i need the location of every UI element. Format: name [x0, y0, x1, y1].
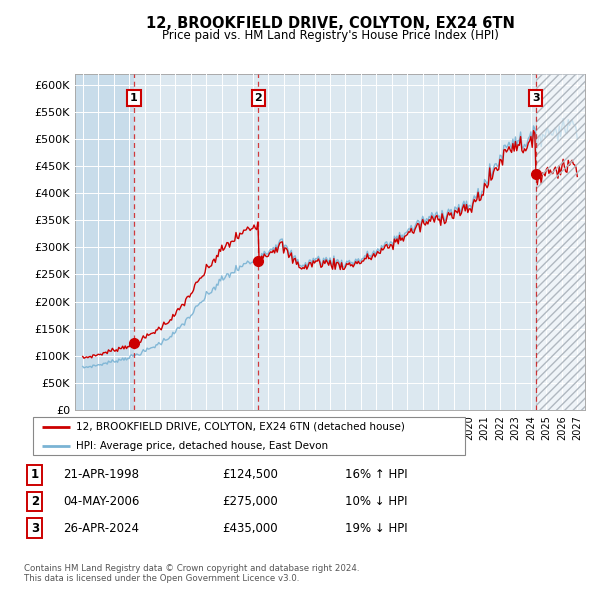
Text: £435,000: £435,000 — [222, 522, 278, 535]
Text: 1: 1 — [31, 468, 39, 481]
Text: 16% ↑ HPI: 16% ↑ HPI — [345, 468, 407, 481]
Text: 21-APR-1998: 21-APR-1998 — [63, 468, 139, 481]
Text: 19% ↓ HPI: 19% ↓ HPI — [345, 522, 407, 535]
Text: HPI: Average price, detached house, East Devon: HPI: Average price, detached house, East… — [76, 441, 328, 451]
Text: Contains HM Land Registry data © Crown copyright and database right 2024.
This d: Contains HM Land Registry data © Crown c… — [24, 563, 359, 583]
Text: 10% ↓ HPI: 10% ↓ HPI — [345, 495, 407, 508]
Bar — [75, 74, 134, 410]
Text: 2: 2 — [31, 495, 39, 508]
Text: £275,000: £275,000 — [222, 495, 278, 508]
Text: 04-MAY-2006: 04-MAY-2006 — [63, 495, 139, 508]
Text: 3: 3 — [31, 522, 39, 535]
Text: Price paid vs. HM Land Registry's House Price Index (HPI): Price paid vs. HM Land Registry's House … — [161, 29, 499, 42]
Text: 12, BROOKFIELD DRIVE, COLYTON, EX24 6TN (detached house): 12, BROOKFIELD DRIVE, COLYTON, EX24 6TN … — [76, 422, 405, 432]
Text: 26-APR-2024: 26-APR-2024 — [63, 522, 139, 535]
Bar — [536, 74, 585, 410]
Text: 2: 2 — [254, 93, 262, 103]
Text: 12, BROOKFIELD DRIVE, COLYTON, EX24 6TN: 12, BROOKFIELD DRIVE, COLYTON, EX24 6TN — [146, 16, 514, 31]
Text: 3: 3 — [532, 93, 539, 103]
Text: 1: 1 — [130, 93, 138, 103]
Text: £124,500: £124,500 — [222, 468, 278, 481]
Bar — [536, 74, 585, 410]
